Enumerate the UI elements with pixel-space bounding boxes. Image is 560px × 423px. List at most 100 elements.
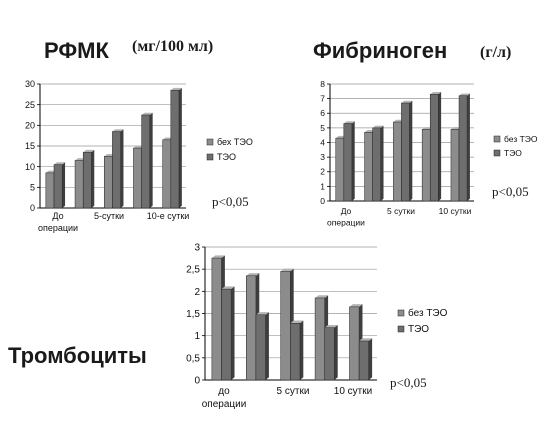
fib-y-tick-label: 6 — [320, 108, 325, 118]
plt-bar-side — [231, 286, 235, 380]
fib-legend-label: без ТЭО — [504, 134, 538, 144]
plt-bar-top — [255, 312, 269, 315]
plt-bar-top — [349, 304, 363, 307]
rfmk-bar — [112, 131, 121, 209]
rfmk-y-tick-label: 15 — [25, 141, 35, 151]
plt-legend-label: без ТЭО — [408, 307, 448, 319]
plt-bar-top — [246, 273, 260, 276]
fib-bar — [372, 127, 381, 202]
rfmk-bar — [82, 151, 92, 209]
fib-x-tick-label: 10 сутки — [439, 206, 472, 216]
fib-legend-swatch — [493, 135, 501, 143]
plt-bar-side — [299, 320, 304, 380]
plt-bar-top — [290, 320, 304, 324]
plt-legend-swatch — [397, 309, 405, 317]
plt-bar — [246, 275, 257, 381]
plt-bar-side — [265, 312, 269, 380]
plt-bar — [290, 323, 301, 381]
fib-legend-label: ТЭО — [504, 148, 522, 158]
plt-x-tick-label: до — [218, 386, 230, 397]
plt-x-tick-label: 5 сутки — [277, 386, 310, 397]
rfmk-y-tick-label: 10 — [25, 162, 35, 172]
fibrinogen-units: (г/л) — [480, 44, 512, 61]
plt-bar-side — [334, 324, 338, 380]
plt-bar — [314, 297, 325, 381]
plt-x-tick-label: 10 сутки — [334, 386, 372, 397]
rfmk-legend-swatch — [206, 153, 214, 161]
plt-bar-top — [315, 295, 329, 298]
rfmk-heading: РФМК — [44, 38, 109, 63]
plt-y-tick-label: 2,5 — [186, 265, 200, 276]
plt-bar — [221, 288, 232, 381]
fibrinogen-pvalue: p<0,05 — [492, 184, 529, 199]
rfmk-bar-side — [91, 149, 95, 208]
plt-y-tick-label: 0,5 — [186, 353, 200, 364]
fib-bar-side — [438, 91, 442, 201]
rfmk-y-tick-label: 20 — [25, 120, 35, 130]
rfmk-x-tick-label: операции — [38, 223, 78, 233]
fib-bar — [343, 123, 353, 202]
fib-y-tick-label: 7 — [320, 94, 325, 104]
platelets-pvalue: p<0,05 — [390, 375, 427, 390]
rfmk-bar-top — [170, 87, 182, 91]
plt-legend-label: ТЭО — [408, 324, 429, 335]
rfmk-x-tick-label: 10-е сутки — [147, 211, 190, 221]
fib-x-tick-label: 5 сутки — [387, 206, 415, 216]
plt-y-tick-label: 0 — [194, 376, 200, 387]
fibrinogen-heading: Фибриноген — [313, 38, 448, 63]
platelets-heading: Тромбоциты — [8, 343, 147, 368]
rfmk-y-tick-label: 30 — [25, 79, 35, 89]
rfmk-pvalue: p<0,05 — [212, 194, 249, 209]
rfmk-legend-swatch — [206, 138, 214, 146]
fib-bar-side — [467, 93, 470, 201]
rfmk-bar-top — [83, 149, 95, 153]
rfmk-y-tick-label: 5 — [30, 182, 35, 192]
fib-y-tick-label: 0 — [320, 196, 325, 206]
plt-bar-top — [324, 324, 338, 328]
fib-bar-top — [459, 93, 470, 96]
fib-y-tick-label: 2 — [320, 167, 325, 177]
fib-bar-side — [409, 100, 413, 201]
rfmk-bar-side — [178, 87, 182, 208]
fib-y-tick-label: 4 — [320, 137, 325, 147]
plt-bar — [255, 314, 266, 381]
rfmk-bar-top — [141, 112, 153, 115]
fib-bar-side — [351, 121, 355, 201]
fib-y-tick-label: 1 — [320, 181, 325, 191]
plt-bar — [211, 257, 222, 381]
plt-y-tick-label: 1 — [194, 331, 200, 342]
fib-bar — [429, 93, 439, 202]
rfmk-bar-top — [112, 129, 124, 132]
fib-y-tick-label: 3 — [320, 152, 325, 162]
rfmk-x-tick-label: 5-сутки — [94, 211, 124, 221]
plt-bar — [358, 340, 369, 381]
plt-x-tick-label: операции — [202, 399, 247, 410]
fib-y-tick-label: 5 — [320, 123, 325, 133]
fib-bar — [458, 95, 468, 202]
plt-bar — [280, 271, 291, 381]
fib-x-tick-label: До — [341, 206, 352, 216]
fib-y-tick-label: 8 — [320, 79, 325, 89]
plt-bar-top — [211, 255, 225, 259]
plt-bar-side — [368, 338, 373, 380]
rfmk-bar-side — [62, 162, 66, 208]
rfmk-x-tick-label: До — [52, 211, 63, 221]
rfmk-bar-side — [120, 129, 124, 208]
plt-bar-top — [359, 338, 373, 341]
plt-y-tick-label: 3 — [194, 243, 200, 254]
fib-bar — [401, 102, 410, 202]
fib-legend-swatch — [493, 149, 501, 157]
plt-legend-swatch — [397, 325, 405, 333]
fib-bar-side — [380, 125, 384, 201]
plt-bar-top — [221, 286, 235, 290]
rfmk-bar — [141, 114, 151, 209]
plt-y-tick-label: 1,5 — [186, 309, 200, 320]
fib-x-tick-label: операции — [327, 218, 365, 228]
rfmk-legend-label: ТЭО — [217, 152, 236, 162]
rfmk-y-tick-label: 0 — [30, 203, 35, 213]
plt-bar — [349, 306, 360, 381]
fib-bar-top — [401, 100, 413, 104]
